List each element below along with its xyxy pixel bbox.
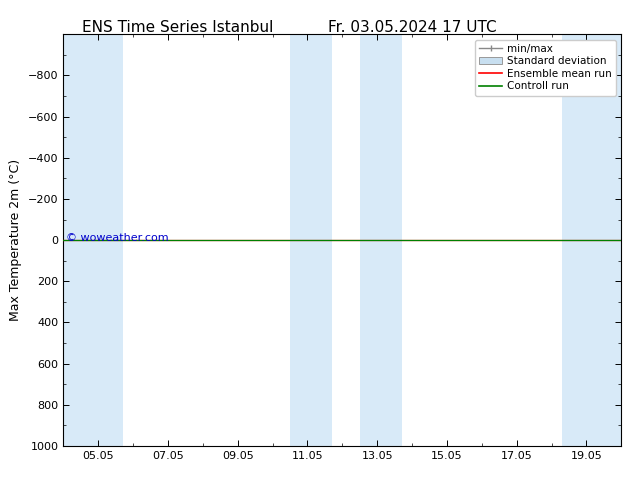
- Y-axis label: Max Temperature 2m (°C): Max Temperature 2m (°C): [10, 159, 22, 321]
- Bar: [63, 34, 123, 446]
- Bar: [562, 34, 621, 446]
- Text: Fr. 03.05.2024 17 UTC: Fr. 03.05.2024 17 UTC: [328, 20, 496, 35]
- Legend: min/max, Standard deviation, Ensemble mean run, Controll run: min/max, Standard deviation, Ensemble me…: [475, 40, 616, 96]
- Text: © woweather.com: © woweather.com: [66, 233, 169, 243]
- Text: ENS Time Series Istanbul: ENS Time Series Istanbul: [82, 20, 273, 35]
- Bar: [290, 34, 332, 446]
- Bar: [359, 34, 402, 446]
